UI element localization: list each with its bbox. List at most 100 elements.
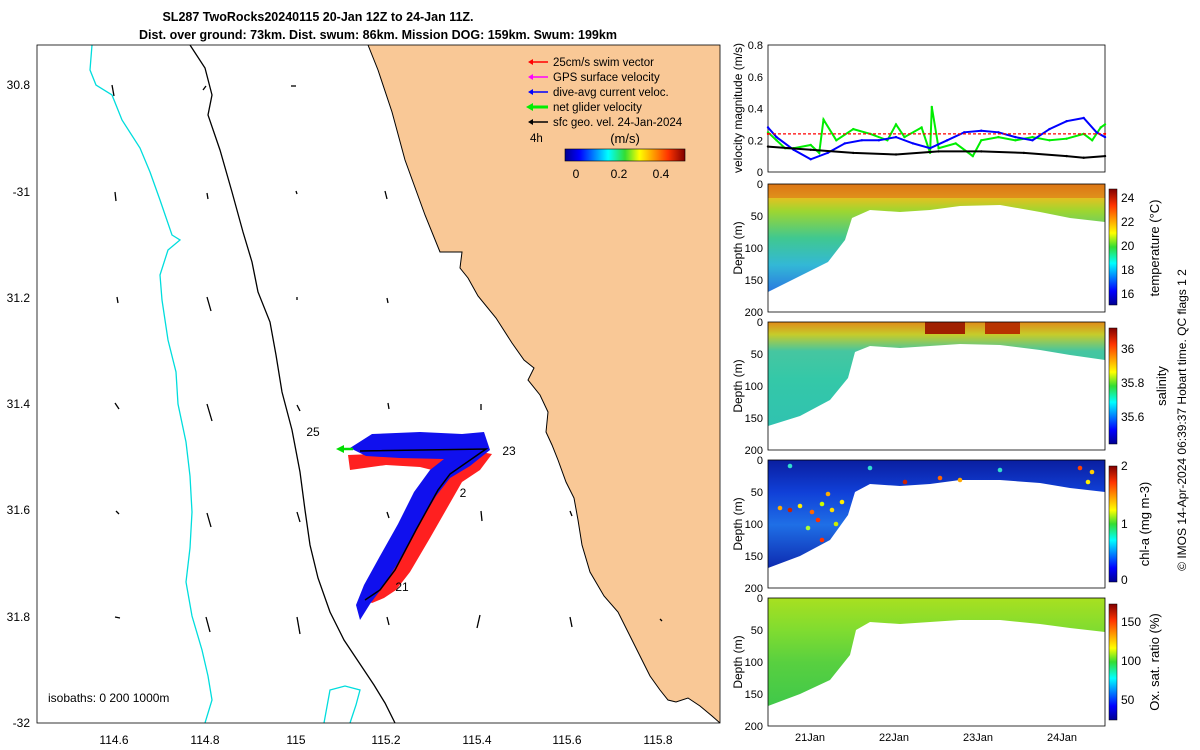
map-ytick-label: -31 bbox=[13, 185, 31, 199]
legend-label-4: sfc geo. vel. 24-Jan-2024 bbox=[553, 117, 683, 129]
velocity-point bbox=[980, 129, 983, 132]
velocity-point bbox=[946, 139, 949, 142]
velocity-ytick-label: 0.2 bbox=[748, 135, 763, 147]
velocity-ytick-label: 0.4 bbox=[748, 104, 763, 116]
isobath-deep-fragment bbox=[323, 685, 361, 723]
map-xtick-label: 115.2 bbox=[371, 733, 400, 747]
depth-tick: 50 bbox=[751, 625, 763, 637]
map-colorbar bbox=[564, 148, 686, 162]
velocity-point bbox=[980, 150, 983, 153]
velocity-point bbox=[1048, 139, 1051, 142]
interval-label: 4h bbox=[530, 133, 543, 145]
chla-colorbar bbox=[1108, 465, 1118, 583]
depth-tick: 50 bbox=[751, 487, 763, 499]
colorbar-tick: 35.6 bbox=[1121, 410, 1145, 424]
colorbar-tick: 36 bbox=[1121, 342, 1135, 356]
velocity-point bbox=[835, 139, 838, 142]
velocity-point bbox=[1048, 127, 1051, 131]
swim-vectors-red bbox=[348, 450, 492, 603]
velocity-point bbox=[775, 135, 778, 139]
temperature-section bbox=[768, 184, 1105, 292]
velocity-point bbox=[928, 147, 932, 150]
day-label-22: 2 bbox=[460, 486, 467, 500]
map-legend: 25cm/s swim vector GPS surface velocity … bbox=[526, 57, 686, 181]
map-colorbar-title: (m/s) bbox=[610, 131, 640, 146]
oxygen-colorbar-ticks: 150 100 50 bbox=[1121, 615, 1141, 707]
colorbar-tick: 18 bbox=[1121, 263, 1135, 277]
velocity-point bbox=[843, 142, 846, 145]
map-xtick-label: 115.4 bbox=[462, 733, 491, 747]
salinity-high-patch bbox=[985, 322, 1020, 334]
credit-text: © IMOS 14-Apr-2024 06:39:37 Hobart time.… bbox=[1175, 269, 1189, 571]
velocity-point bbox=[1091, 139, 1094, 142]
time-x-axis: 21Jan 22Jan 23Jan 24Jan bbox=[795, 732, 1077, 744]
map-ytick-label: 31.6 bbox=[7, 503, 31, 517]
depth-tick: 150 bbox=[745, 551, 763, 563]
oxygen-y-axis: 0 50 100 150 200 bbox=[745, 593, 763, 733]
velocity-point bbox=[877, 139, 881, 142]
day-label-23: 23 bbox=[502, 444, 516, 458]
colorbar-tick: 50 bbox=[1121, 693, 1135, 707]
temperature-colorbar-label: temperature (°C) bbox=[1147, 200, 1162, 297]
map-xtick-label: 115.6 bbox=[552, 733, 581, 747]
legend-label-2: dive-avg current veloc. bbox=[553, 87, 669, 99]
isobath-note: isobaths: 0 200 1000m bbox=[48, 691, 169, 705]
velocity-point bbox=[894, 153, 898, 156]
colorbar-tick: 20 bbox=[1121, 239, 1135, 253]
date-tick: 24Jan bbox=[1047, 732, 1077, 744]
legend-net-velocity: net glider velocity bbox=[526, 102, 642, 114]
velocity-series-group bbox=[766, 105, 1107, 161]
map-colorbar-tick-0: 0 bbox=[573, 167, 580, 181]
chla-colorbar-label: chl-a (mg m-3) bbox=[1137, 482, 1152, 567]
oxygen-section bbox=[768, 598, 1105, 706]
legend-gps-velocity: GPS surface velocity bbox=[528, 72, 660, 84]
depth-tick: 200 bbox=[745, 307, 763, 319]
velocity-point bbox=[860, 139, 863, 142]
map-xtick-label: 115.8 bbox=[643, 733, 672, 747]
salinity-section bbox=[768, 322, 1105, 426]
oxygen-colorbar bbox=[1108, 603, 1118, 721]
depth-tick: 0 bbox=[757, 317, 763, 329]
velocity-point bbox=[809, 158, 812, 161]
colorbar-tick: 35.8 bbox=[1121, 376, 1145, 390]
salinity-ylabel: Depth (m) bbox=[731, 359, 745, 412]
depth-tick: 50 bbox=[751, 211, 763, 223]
velocity-point bbox=[1014, 139, 1017, 142]
depth-tick: 150 bbox=[745, 689, 763, 701]
salinity-panel: Depth (m) 0 50 100 150 200 36 35.8 35.6 … bbox=[731, 317, 1169, 457]
velocity-ytick-label: 0 bbox=[757, 167, 763, 179]
velocity-point bbox=[818, 151, 821, 155]
velocity-point bbox=[1031, 139, 1034, 142]
velocity-point bbox=[1065, 137, 1068, 140]
chla-markers bbox=[777, 463, 1095, 543]
velocity-point bbox=[766, 145, 770, 148]
title-line-2: Dist. over ground: 73km. Dist. swum: 86k… bbox=[139, 28, 617, 42]
date-tick: 23Jan bbox=[963, 732, 993, 744]
title-line-1: SL287 TwoRocks20240115 20-Jan 12Z to 24-… bbox=[162, 10, 473, 24]
velocity-point bbox=[954, 142, 957, 145]
legend-geostrophic-velocity: sfc geo. vel. 24-Jan-2024 bbox=[528, 117, 683, 129]
map-ytick-label: 30.8 bbox=[7, 78, 31, 92]
velocity-point bbox=[766, 132, 770, 136]
depth-tick: 150 bbox=[745, 413, 763, 425]
velocity-point bbox=[1014, 135, 1017, 139]
depth-tick: 200 bbox=[745, 721, 763, 733]
temperature-panel: Depth (m) 0 50 100 150 200 24 22 20 18 1… bbox=[731, 179, 1162, 319]
velocity-ylabel: velocity magnitude (m/s) bbox=[731, 43, 745, 173]
chla-y-axis: 0 50 100 150 200 bbox=[745, 455, 763, 595]
chla-panel: Depth (m) 0 50 100 150 200 2 1 0 chl-a (… bbox=[731, 455, 1152, 595]
velocity-point bbox=[822, 118, 825, 121]
velocity-point bbox=[1082, 116, 1085, 120]
map-colorbar-tick-1: 0.2 bbox=[611, 167, 628, 181]
oxygen-frame bbox=[767, 597, 1106, 727]
velocity-point bbox=[852, 127, 855, 131]
velocity-point bbox=[1103, 135, 1107, 139]
map-x-axis: 114.6 114.8 115 115.2 115.4 115.6 115.8 bbox=[99, 733, 672, 747]
depth-tick: 0 bbox=[757, 593, 763, 605]
map-xtick-label: 115 bbox=[286, 733, 305, 747]
depth-tick: 200 bbox=[745, 445, 763, 457]
date-tick: 22Jan bbox=[879, 732, 909, 744]
depth-tick: 0 bbox=[757, 179, 763, 191]
velocity-point bbox=[766, 126, 770, 129]
velocity-point bbox=[980, 139, 983, 142]
